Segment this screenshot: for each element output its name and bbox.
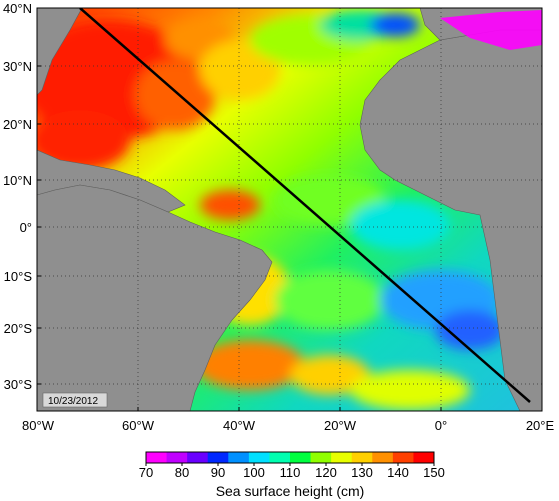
colorbar-tick-label: 100 (243, 465, 265, 480)
colorbar-swatch (146, 452, 168, 463)
colorbar-swatch (166, 452, 188, 463)
colorbar-tick-label: 130 (351, 465, 373, 480)
colorbar-title: Sea surface height (cm) (216, 483, 365, 499)
sea-surface-height-map: 10/23/2012 (37, 8, 542, 411)
lon-tick-label: 20°E (526, 418, 555, 433)
lon-tick-label: 20°W (324, 418, 357, 433)
lon-tick-label: 40°W (223, 418, 256, 433)
lat-tick-label: 10°N (3, 173, 32, 188)
lon-tick-label: 80°W (22, 418, 55, 433)
colorbar-tick-label: 120 (315, 465, 337, 480)
colorbar-swatch (207, 452, 229, 463)
landmass-south-america (37, 184, 273, 411)
colorbar-swatch (351, 452, 373, 463)
date-label: 10/23/2012 (48, 396, 98, 407)
longitude-labels: 80°W 60°W 40°W 20°W 0° 20°E (22, 407, 554, 433)
graticule (37, 8, 542, 411)
landmass-north-america (37, 8, 83, 96)
ship-track-line (79, 8, 531, 403)
mediterranean-high-ssh (440, 10, 542, 50)
latitude-labels: 40°N 30°N 20°N 10°N 0° 10°S 20°S 30°S (3, 1, 41, 392)
colorbar-swatch (331, 452, 353, 463)
landmass-africa (359, 29, 542, 411)
colorbar-swatch (413, 452, 435, 463)
land (37, 8, 542, 411)
colorbar: 70 80 90 100 110 120 130 140 150 (139, 451, 445, 480)
lat-tick-label: 40°N (3, 1, 32, 16)
colorbar-tick-label: 140 (387, 465, 409, 480)
colorbar-swatch (187, 452, 209, 463)
colorbar-swatch (392, 452, 414, 463)
colorbar-swatch (269, 452, 291, 463)
lon-tick-label: 0° (435, 418, 447, 433)
lat-tick-label: 30°N (3, 59, 32, 74)
map-frame (36, 7, 543, 412)
colorbar-tick-label: 80 (175, 465, 189, 480)
colorbar-swatch (372, 452, 394, 463)
colorbar-swatch (228, 452, 250, 463)
colorbar-tick-label: 70 (139, 465, 153, 480)
colorbar-swatch (310, 452, 332, 463)
colorbar-swatch (290, 452, 312, 463)
colorbar-tick-label: 110 (280, 465, 301, 480)
lat-tick-label: 20°N (3, 117, 32, 132)
lon-tick-label: 60°W (122, 418, 155, 433)
colorbar-swatch (248, 452, 270, 463)
lat-tick-label: 20°S (4, 321, 33, 336)
date-label-box (42, 392, 108, 408)
lat-tick-label: 0° (20, 220, 32, 235)
colorbar-tick-label: 90 (211, 465, 225, 480)
colorbar-tick-label: 150 (423, 465, 445, 480)
lat-tick-label: 30°S (4, 377, 33, 392)
lat-tick-label: 10°S (4, 269, 33, 284)
